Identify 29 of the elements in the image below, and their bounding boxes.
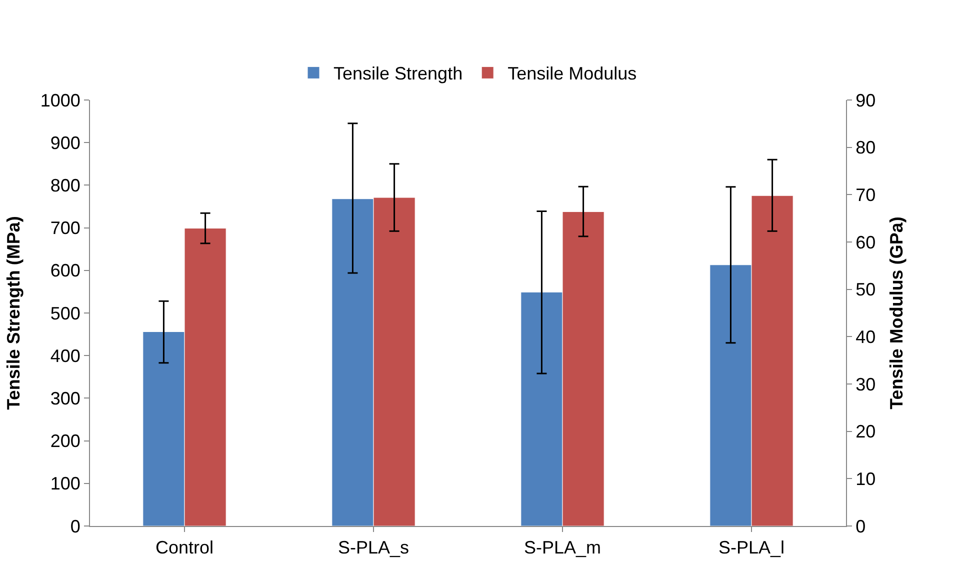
y-tick-label: 500 bbox=[50, 303, 80, 324]
x-tick-label: S-PLA_s bbox=[338, 538, 410, 558]
y-tick-label: 0 bbox=[70, 516, 80, 536]
x-tick-label: S-PLA_l bbox=[718, 538, 785, 558]
x-tick-label: S-PLA_m bbox=[524, 538, 602, 558]
y-tick-label: 800 bbox=[50, 176, 80, 196]
y-tick-label: 100 bbox=[50, 474, 80, 494]
y2-tick-label: 90 bbox=[856, 90, 876, 110]
y-tick-label: 300 bbox=[50, 388, 80, 408]
y2-tick-label: 0 bbox=[856, 516, 866, 536]
y-axis-title: Tensile Strength (MPa) bbox=[4, 216, 24, 410]
y2-tick-label: 40 bbox=[856, 326, 876, 347]
y2-tick-label: 80 bbox=[856, 138, 876, 158]
y-tick-label: 600 bbox=[50, 260, 80, 281]
y2-tick-label: 10 bbox=[856, 468, 876, 489]
y-tick-label: 900 bbox=[50, 132, 80, 153]
y2-tick-label: 50 bbox=[856, 280, 876, 300]
legend-label: Tensile Modulus bbox=[508, 64, 637, 84]
y2-tick-label: 70 bbox=[856, 184, 876, 205]
y-tick-label: 700 bbox=[50, 218, 80, 238]
y-tick-label: 400 bbox=[50, 346, 80, 366]
y2-axis-title: Tensile Modulus (GPa) bbox=[886, 216, 907, 410]
y2-tick-label: 30 bbox=[856, 374, 876, 394]
y-tick-label: 200 bbox=[50, 431, 80, 452]
y2-tick-label: 20 bbox=[856, 422, 876, 442]
x-tick-label: Control bbox=[155, 538, 214, 558]
y2-tick-label: 60 bbox=[856, 232, 876, 252]
y-tick-label: 1000 bbox=[40, 90, 80, 110]
legend-label: Tensile Strength bbox=[334, 64, 463, 84]
